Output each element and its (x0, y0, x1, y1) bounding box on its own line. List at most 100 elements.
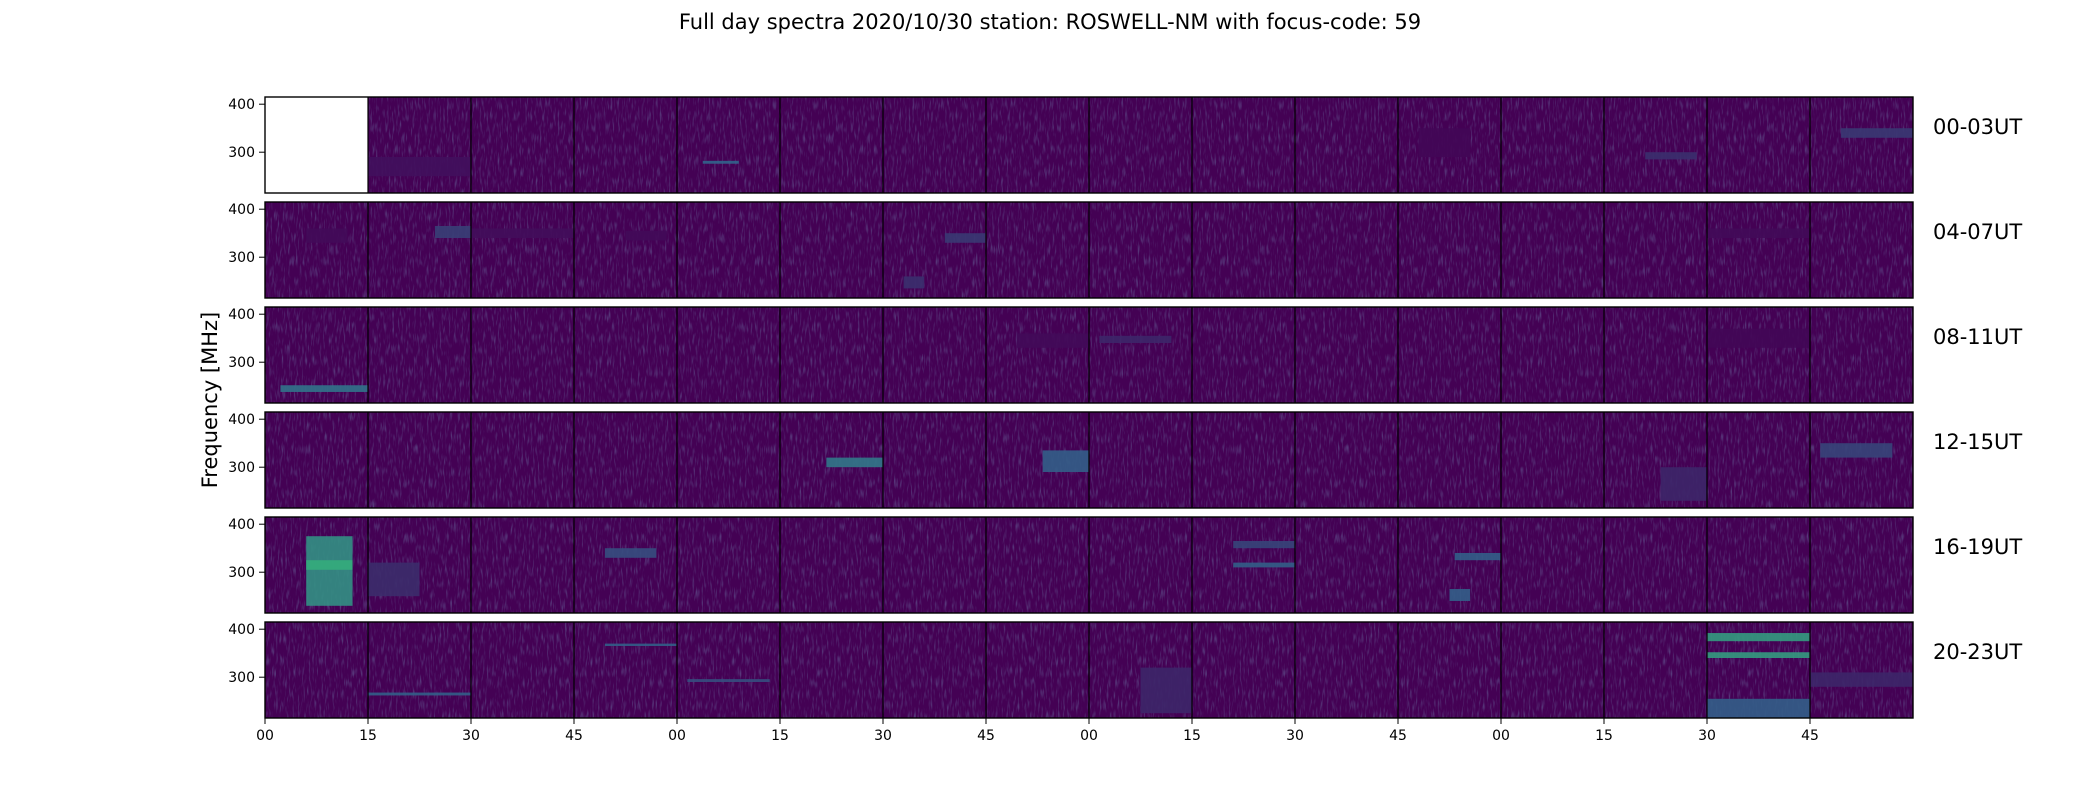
spectral-feature (306, 536, 353, 606)
row-label: 00-03UT (1933, 115, 2022, 139)
spectrum-noise (1295, 202, 1398, 298)
spectrum-noise (1295, 97, 1398, 193)
spectrum-noise (1604, 517, 1707, 613)
row-frame (264, 411, 1914, 509)
spectrum-noise (1810, 517, 1913, 613)
y-tick-label: 400 (228, 202, 255, 218)
spectral-feature (687, 679, 770, 682)
spectrum-noise (1398, 622, 1501, 718)
x-tick-label: 00 (1492, 728, 1510, 744)
spectrum-noise (677, 307, 780, 403)
spectral-feature (280, 385, 368, 392)
spectrum-noise (1192, 202, 1295, 298)
spectral-feature (306, 228, 348, 243)
spectrum-noise (1501, 97, 1604, 193)
spectrum-noise (368, 202, 471, 298)
spectral-feature (1707, 328, 1810, 348)
spectrum-noise (1604, 202, 1707, 298)
spectrum-noise (1810, 202, 1913, 298)
spectrum-noise (1707, 202, 1810, 298)
spectral-feature (1233, 562, 1295, 568)
spectrum-noise (780, 307, 883, 403)
spectrum-noise (574, 307, 677, 403)
spectrum-noise (986, 97, 1089, 193)
spectrum-noise (1501, 517, 1604, 613)
spectrum-noise (780, 97, 883, 193)
row-label: 20-23UT (1933, 640, 2022, 664)
y-tick-label: 400 (228, 97, 255, 113)
spectrum-noise (471, 307, 574, 403)
empty-panel (265, 97, 368, 193)
spectrum-noise (368, 307, 471, 403)
y-tick-label: 300 (228, 355, 255, 371)
spectral-feature (1233, 541, 1295, 549)
spectrum-noise (574, 412, 677, 508)
spectrum-noise (471, 202, 574, 298)
spectrum-noise (986, 307, 1089, 403)
x-tick-label: 00 (256, 728, 274, 744)
x-tick-label: 45 (1389, 728, 1407, 744)
x-tick-label: 15 (1595, 728, 1613, 744)
spectral-feature (944, 233, 986, 243)
spectral-feature (471, 228, 574, 238)
spectrum-noise (677, 202, 780, 298)
y-tick-label: 400 (228, 622, 255, 638)
x-tick-label: 00 (668, 728, 686, 744)
spectrum-noise (368, 97, 471, 193)
spectrum-noise (1089, 412, 1192, 508)
spectral-feature (625, 230, 667, 241)
spectral-feature (368, 692, 471, 696)
spectrum-noise (265, 202, 368, 298)
spectrum-noise (471, 97, 574, 193)
spectrum-noise (780, 202, 883, 298)
spectral-feature (604, 643, 677, 646)
row-frame (264, 96, 1914, 194)
spectral-feature (1707, 228, 1810, 238)
spectral-feature (1099, 335, 1172, 343)
x-tick-label: 15 (359, 728, 377, 744)
spectrum-noise (780, 517, 883, 613)
spectrum-noise (1089, 202, 1192, 298)
spectrum-noise (1501, 622, 1604, 718)
spectrum-noise (1501, 412, 1604, 508)
spectral-feature (1449, 589, 1471, 601)
x-tick-label: 00 (1080, 728, 1098, 744)
spectral-feature (1418, 128, 1471, 157)
x-tick-label: 15 (1183, 728, 1201, 744)
spectrum-noise (1398, 412, 1501, 508)
spectrum-noise (1295, 517, 1398, 613)
spectrum-noise (368, 622, 471, 718)
spectrum-noise (1810, 97, 1913, 193)
spectrum-noise (1707, 97, 1810, 193)
spectrum-noise (1810, 412, 1913, 508)
spectral-feature (1707, 652, 1810, 658)
row-frame (264, 516, 1914, 614)
spectral-feature (368, 562, 420, 597)
spectral-feature (903, 276, 925, 289)
spectral-feature (1042, 450, 1089, 472)
spectrum-noise (265, 412, 368, 508)
chart-title: Full day spectra 2020/10/30 station: ROS… (678, 10, 1422, 34)
spectrum-noise (986, 622, 1089, 718)
spectrum-noise (1295, 622, 1398, 718)
spectrum-noise (677, 412, 780, 508)
spectrum-noise (1501, 202, 1604, 298)
spectrum-noise (677, 97, 780, 193)
row-label: 16-19UT (1933, 535, 2022, 559)
y-tick-label: 400 (228, 412, 255, 428)
spectrum-noise (265, 622, 368, 718)
spectrum-noise (1192, 307, 1295, 403)
x-tick-label: 30 (1286, 728, 1304, 744)
spectrum-noise (1192, 622, 1295, 718)
x-tick-label: 30 (874, 728, 892, 744)
spectral-feature (1016, 333, 1089, 348)
spectrum-noise (1295, 307, 1398, 403)
spectrum-noise (1707, 307, 1810, 403)
spectral-feature (434, 226, 471, 238)
spectrum-noise (1192, 97, 1295, 193)
spectrum-noise (1192, 412, 1295, 508)
y-tick-label: 400 (228, 307, 255, 323)
x-tick-label: 45 (1801, 728, 1819, 744)
spectrum-noise (1089, 97, 1192, 193)
spectral-feature (1820, 443, 1893, 458)
